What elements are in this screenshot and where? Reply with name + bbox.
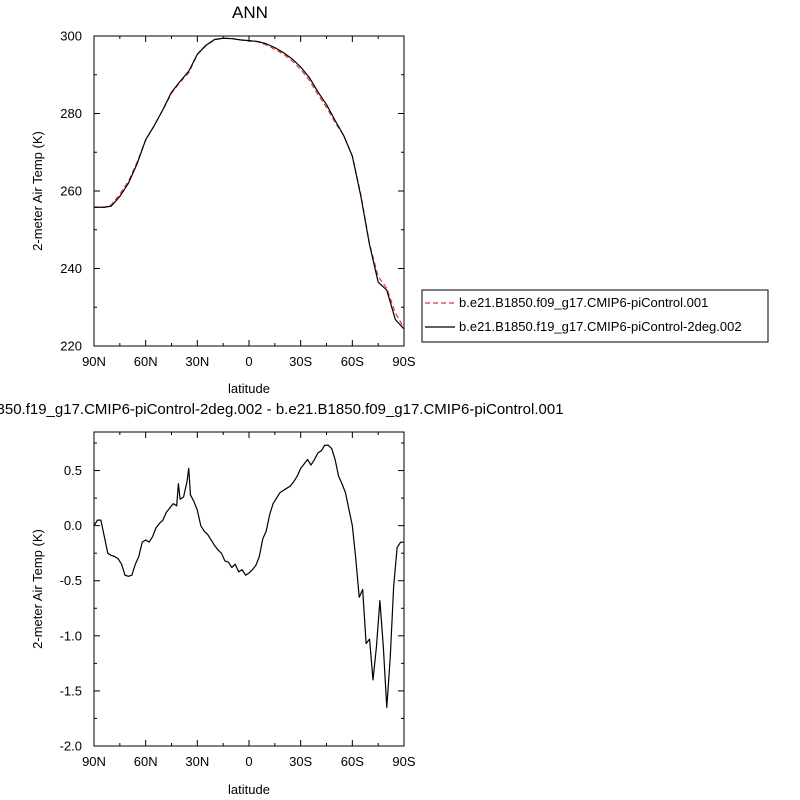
top-panel: ANN 90N 60N 30N 0 30S 60S 90S 300 280 260 240 220 l…	[30, 3, 416, 396]
top-x-axis-label: latitude	[228, 381, 270, 396]
top-series	[94, 37, 405, 330]
top-x-tick-label: 30N	[185, 354, 209, 369]
bottom-series	[93, 444, 404, 709]
top-x-tick-label: 0	[245, 354, 252, 369]
bottom-y-tick-label: 0.5	[64, 463, 82, 478]
bottom-x-axis-label: latitude	[228, 782, 270, 797]
bottom-x-tick-label: 30N	[185, 754, 209, 769]
top-y-tick-label: 280	[60, 106, 82, 121]
bottom-x-tick-label: 0	[245, 754, 252, 769]
legend-label-series-2: b.e21.B1850.f19_g17.CMIP6-piControl-2deg…	[459, 319, 742, 334]
bottom-y-tick-label: -0.5	[60, 573, 82, 588]
bottom-x-tick-label: 60S	[341, 754, 364, 769]
bottom-plot-frame	[93, 431, 405, 747]
bottom-y-tick-label: -2.0	[60, 739, 82, 754]
bottom-x-tick-label: 90S	[392, 754, 415, 769]
legend-label-series-1: b.e21.B1850.f09_g17.CMIP6-piControl.001	[459, 295, 708, 310]
top-x-tick-label: 90S	[392, 354, 415, 369]
top-y-tick-label: 240	[60, 261, 82, 276]
top-plot-frame	[93, 35, 405, 347]
bottom-panel: b.e21.B1850.f19_g17.CMIP6-piControl-2deg…	[0, 401, 564, 797]
bottom-x-tick-label: 60N	[134, 754, 158, 769]
top-x-tick-label: 60S	[341, 354, 364, 369]
bottom-ticks: 90N 60N 30N 0 30S 60S 90S 0.5 0.0 -0.5 -1.0 -1.5 -2.…	[60, 432, 416, 769]
bottom-series-line-1	[93, 444, 404, 709]
top-x-tick-label: 30S	[289, 354, 312, 369]
bottom-x-tick-label: 90N	[82, 754, 106, 769]
top-chart-title: ANN	[232, 3, 268, 22]
legend: b.e21.B1850.f09_g17.CMIP6-piControl.001 …	[421, 289, 769, 343]
bottom-y-tick-label: -1.0	[60, 628, 82, 643]
bottom-chart-title: b.e21.B1850.f19_g17.CMIP6-piControl-2deg…	[0, 401, 564, 418]
top-ticks: 90N 60N 30N 0 30S 60S 90S 300 280 260 240 220	[60, 29, 416, 370]
top-y-tick-label: 260	[60, 184, 82, 199]
top-series-line-2	[94, 37, 405, 330]
top-x-tick-label: 90N	[82, 354, 106, 369]
legend-box	[421, 289, 769, 343]
top-x-tick-label: 60N	[134, 354, 158, 369]
bottom-y-axis-label: 2-meter Air Temp (K)	[30, 529, 45, 649]
top-y-axis-label: 2-meter Air Temp (K)	[30, 131, 45, 251]
top-y-tick-label: 220	[60, 339, 82, 354]
top-y-tick-label: 300	[60, 29, 82, 44]
bottom-y-tick-label: -1.5	[60, 683, 82, 698]
bottom-y-tick-label: 0.0	[64, 518, 82, 533]
bottom-x-tick-label: 30S	[289, 754, 312, 769]
